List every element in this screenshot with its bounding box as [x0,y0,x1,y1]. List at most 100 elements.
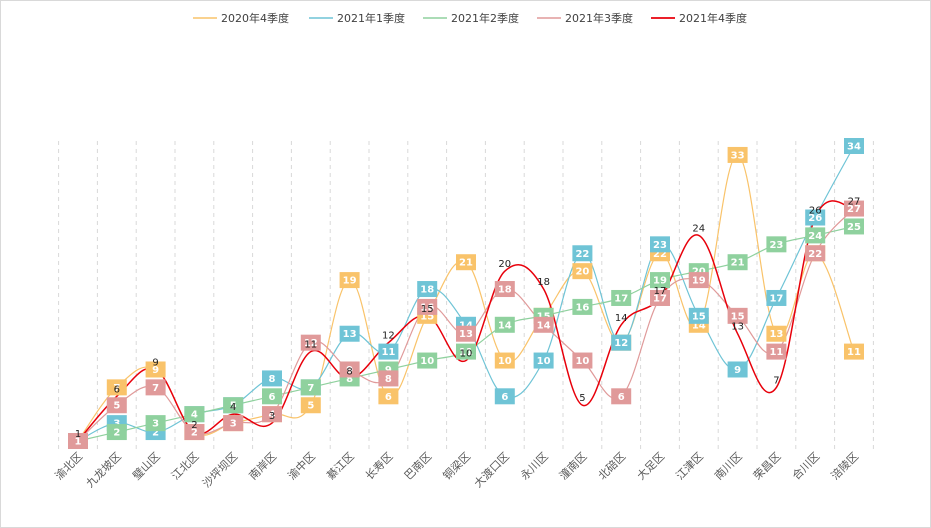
data-label: 2 [152,428,159,439]
data-label: 18 [537,277,550,288]
data-label: 7 [113,383,120,394]
data-label: 13 [343,329,357,340]
data-label-box [417,298,438,315]
data-label-box [844,218,864,235]
data-label-box [650,272,670,289]
data-label-box [300,397,321,414]
data-label: 10 [537,356,551,367]
data-label: 5 [230,401,237,412]
data-label: 12 [304,338,318,349]
data-label-box [727,254,748,271]
data-label-box [262,370,282,387]
data-label: 13 [769,329,783,340]
data-label: 6 [385,392,392,403]
data-label-box [494,316,515,333]
data-label: 9 [152,357,158,368]
data-label: 8 [269,374,276,385]
data-label: 17 [614,293,628,304]
x-tick-label: 渝中区 [285,449,318,482]
data-label: 13 [459,329,473,340]
data-label: 6 [269,392,276,403]
x-tick-label: 大足区 [634,449,667,482]
x-tick-label: 北碚区 [595,449,628,482]
data-label-box [106,379,127,396]
data-label: 20 [498,259,511,270]
data-label: 15 [421,304,434,315]
x-tick-label: 綦江区 [324,450,357,483]
data-label: 22 [808,249,822,260]
data-label-box [766,236,787,253]
data-label: 8 [385,374,392,385]
data-label: 15 [420,311,434,322]
data-label: 15 [692,311,706,322]
x-axis: 渝北区九龙坡区 璧山区 江北区沙坪坝区 南岸区 渝中区 綦江区 长寿区 巴南区 铜梁区大渡口区永… [52,449,861,490]
data-label-box [145,379,166,396]
legend: 2020年4季度 2021年1季度 2021年2季度 2021年3季度 2021年4季度 [193,11,747,25]
data-label: 1 [75,429,81,440]
series-line-2 [77,145,855,442]
data-label-box [533,352,554,369]
x-tick-label: 南川区 [712,450,745,483]
data-label: 16 [575,302,589,313]
x-tick-label: 潼南区 [556,449,589,482]
data-label: 3 [230,419,237,430]
legend-label: 2020年4季度 [221,11,289,25]
data-label: 9 [734,365,741,376]
data-label-box [611,289,632,306]
data-label-box [611,334,632,351]
data-label-box [145,415,166,432]
data-label: 7 [307,383,314,394]
data-label-box [727,361,748,378]
data-label: 6 [618,392,625,403]
data-label: 12 [382,331,395,342]
data-label-box [766,289,787,306]
data-label-box [68,433,88,449]
data-label: 10 [575,356,589,367]
data-label: 14 [615,313,628,324]
data-label: 18 [498,285,512,296]
data-label: 10 [460,349,473,360]
data-label: 8 [346,374,353,385]
data-label: 16 [420,302,434,313]
data-label-box [300,334,321,351]
data-label-box [688,272,709,289]
data-label-box [805,209,826,226]
data-label: 25 [847,222,861,233]
legend-label: 2021年3季度 [565,11,633,25]
data-label-box [844,343,864,360]
data-label: 7 [773,375,779,386]
data-label: 12 [614,338,628,349]
x-tick-label: 九龙坡区 [84,450,124,490]
data-label-box [844,138,864,154]
data-label: 14 [498,320,512,331]
x-tick-label: 巴南区 [402,450,435,483]
data-label-box [262,388,282,405]
data-label-box [339,361,360,378]
data-label: 14 [692,320,706,331]
data-label-box [378,388,399,405]
data-label-box [572,263,593,280]
x-tick-label: 南岸区 [247,450,280,483]
x-tick-label: 长寿区 [362,449,395,482]
x-tick-label: 铜梁区 [440,449,473,482]
data-label-box [805,227,826,244]
data-label: 7 [152,383,159,394]
data-label: 23 [769,240,783,251]
data-label-box [494,281,515,298]
data-label: 11 [847,347,861,358]
data-label: 19 [653,276,667,287]
x-tick-label: 沙坪坝区 [199,449,240,490]
data-label-box [572,245,593,262]
data-label: 1 [75,437,82,448]
data-label-box [611,388,632,405]
x-tick-label: 涪陵区 [828,449,861,482]
data-label: 3 [269,411,275,422]
data-label: 2 [191,428,198,439]
series-line-1 [77,154,855,442]
x-tick-label: 璧山区 [129,449,162,482]
data-label: 8 [346,366,352,377]
data-label: 22 [653,249,667,260]
data-label: 9 [152,365,159,376]
data-label-box [378,370,399,387]
